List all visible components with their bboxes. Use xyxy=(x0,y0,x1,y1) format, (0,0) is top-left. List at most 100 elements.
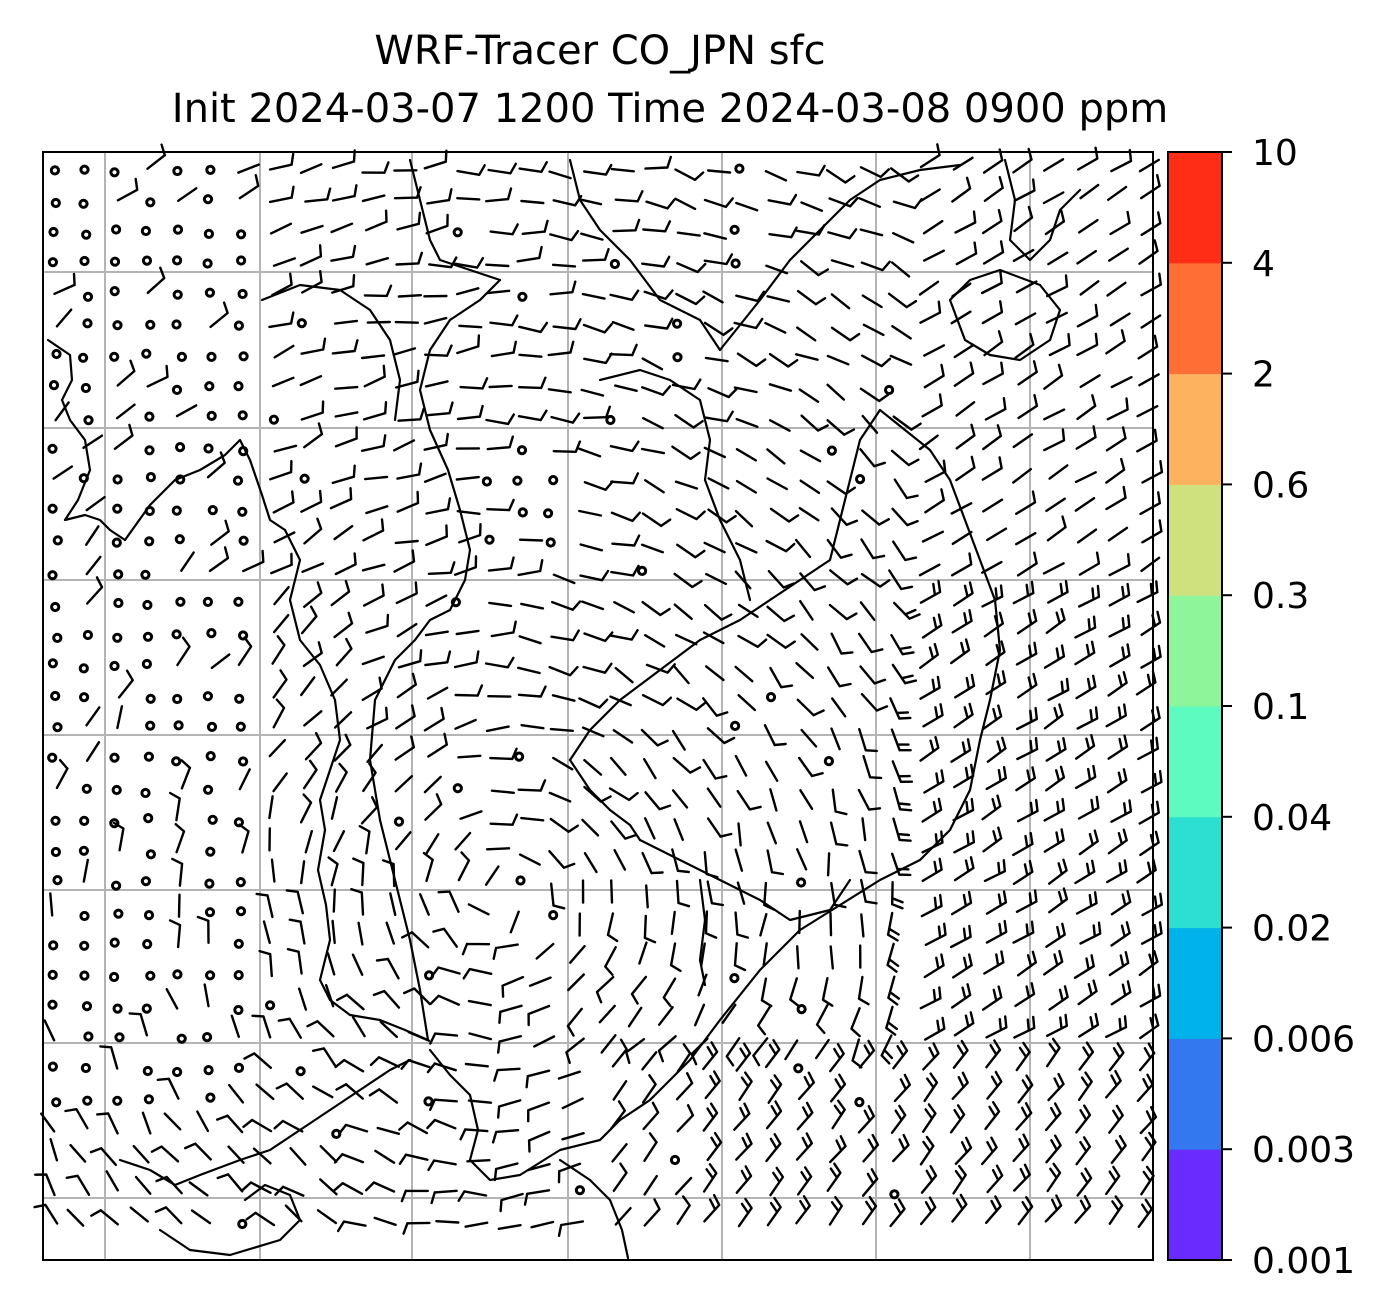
wind-barb xyxy=(549,727,574,732)
wind-barb xyxy=(365,257,390,266)
wind-barb xyxy=(1013,205,1034,233)
calm-marker xyxy=(484,534,495,545)
wind-barb xyxy=(893,786,913,812)
wind-barb xyxy=(395,831,412,851)
wind-barb xyxy=(643,758,657,780)
wind-barb xyxy=(657,1035,677,1063)
wind-barb xyxy=(177,187,198,202)
wind-barb xyxy=(641,600,671,617)
wind-barb xyxy=(299,375,323,387)
wind-barb xyxy=(1076,706,1099,730)
wind-barb xyxy=(861,1168,879,1197)
wind-barb xyxy=(485,263,510,268)
wind-barb xyxy=(1140,211,1162,237)
wind-barb xyxy=(1048,985,1069,1011)
wind-barb xyxy=(704,410,734,423)
wind-barb xyxy=(242,549,265,573)
calm-marker xyxy=(548,910,559,921)
wind-barb xyxy=(1140,769,1163,794)
coastline-honshu-west xyxy=(568,758,642,842)
wind-barb xyxy=(707,169,732,174)
wind-barb xyxy=(424,630,449,637)
wind-barb xyxy=(1105,1165,1121,1196)
wind-barb xyxy=(437,890,460,913)
wind-barb xyxy=(953,1011,975,1037)
wind-barb xyxy=(525,1069,551,1089)
wind-barb xyxy=(1106,859,1128,884)
calm-marker xyxy=(80,1062,92,1074)
wind-barb xyxy=(419,893,430,916)
wind-barb xyxy=(829,569,859,586)
wind-barb xyxy=(953,830,976,854)
wind-barb xyxy=(333,1182,364,1195)
wind-barb xyxy=(919,735,940,762)
calm-marker xyxy=(144,505,155,517)
wind-barb xyxy=(455,475,480,481)
wind-barb xyxy=(735,1042,752,1072)
wind-barb xyxy=(146,143,166,170)
wind-barb xyxy=(361,563,386,572)
wind-barb xyxy=(458,324,483,329)
calm-marker xyxy=(605,414,616,426)
calm-marker xyxy=(265,1000,276,1011)
wind-barb xyxy=(675,633,698,646)
wind-barb xyxy=(454,256,485,269)
wind-barb xyxy=(557,1220,585,1237)
wind-barb xyxy=(331,919,336,945)
wind-barb xyxy=(429,994,460,1006)
wind-barb xyxy=(497,1224,522,1230)
wind-barb xyxy=(921,393,943,418)
wind-barb xyxy=(518,853,541,866)
wind-barb xyxy=(304,187,332,203)
wind-barb xyxy=(300,860,306,885)
wind-barb xyxy=(425,594,448,607)
wind-barb xyxy=(528,976,552,987)
wind-barb xyxy=(1107,185,1128,201)
wind-barb xyxy=(797,1071,815,1101)
calm-marker xyxy=(826,445,838,456)
wind-barb xyxy=(272,490,295,514)
wind-barb xyxy=(702,290,724,304)
wind-barb xyxy=(672,756,702,774)
wind-barb xyxy=(361,655,385,666)
wind-barb xyxy=(815,1004,829,1035)
wind-barb xyxy=(580,388,605,397)
wind-barb xyxy=(955,401,976,417)
wind-barb xyxy=(398,1121,429,1135)
wind-barb xyxy=(800,728,818,748)
wind-barb xyxy=(924,488,945,514)
wind-barb xyxy=(1105,457,1126,484)
wind-barb xyxy=(350,888,365,916)
wind-barb xyxy=(1108,614,1131,638)
calm-marker xyxy=(145,472,156,483)
wind-barb xyxy=(493,1067,521,1082)
wind-barb xyxy=(826,383,846,401)
wind-barb xyxy=(273,1119,304,1133)
wind-barb xyxy=(330,579,351,607)
wind-barb xyxy=(1045,765,1066,792)
colorbar-band xyxy=(1168,373,1222,485)
wind-barb xyxy=(242,1118,273,1133)
wind-barb xyxy=(394,775,413,793)
wind-barb xyxy=(950,310,972,325)
wind-barb xyxy=(610,167,635,173)
wind-barb xyxy=(326,952,336,976)
wind-barb xyxy=(565,1037,585,1064)
wind-barb xyxy=(1043,363,1064,390)
wind-barb xyxy=(423,472,447,483)
wind-barb xyxy=(85,555,102,576)
wind-barb xyxy=(919,143,941,169)
wind-barb xyxy=(658,1006,674,1026)
wind-barb xyxy=(703,851,719,879)
calm-marker xyxy=(141,348,152,359)
calm-marker xyxy=(233,320,244,331)
wind-barb xyxy=(798,756,824,778)
wind-barb xyxy=(859,665,887,685)
wind-barb xyxy=(1015,641,1038,666)
calm-marker xyxy=(140,876,151,887)
wind-barb xyxy=(831,1099,846,1130)
wind-barb xyxy=(765,1133,782,1163)
calm-marker xyxy=(109,256,121,267)
wind-barb xyxy=(116,177,139,202)
wind-barb xyxy=(1110,1134,1127,1164)
